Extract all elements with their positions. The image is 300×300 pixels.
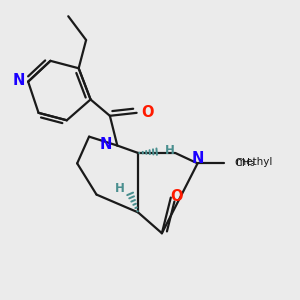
Text: N: N bbox=[13, 73, 26, 88]
Text: H: H bbox=[164, 143, 174, 157]
Text: H: H bbox=[115, 182, 125, 195]
Text: methyl: methyl bbox=[236, 157, 273, 167]
Text: CH₃: CH₃ bbox=[235, 158, 256, 168]
Text: O: O bbox=[170, 189, 183, 204]
Text: N: N bbox=[191, 151, 204, 166]
Text: O: O bbox=[141, 105, 153, 120]
Text: N: N bbox=[100, 136, 112, 152]
